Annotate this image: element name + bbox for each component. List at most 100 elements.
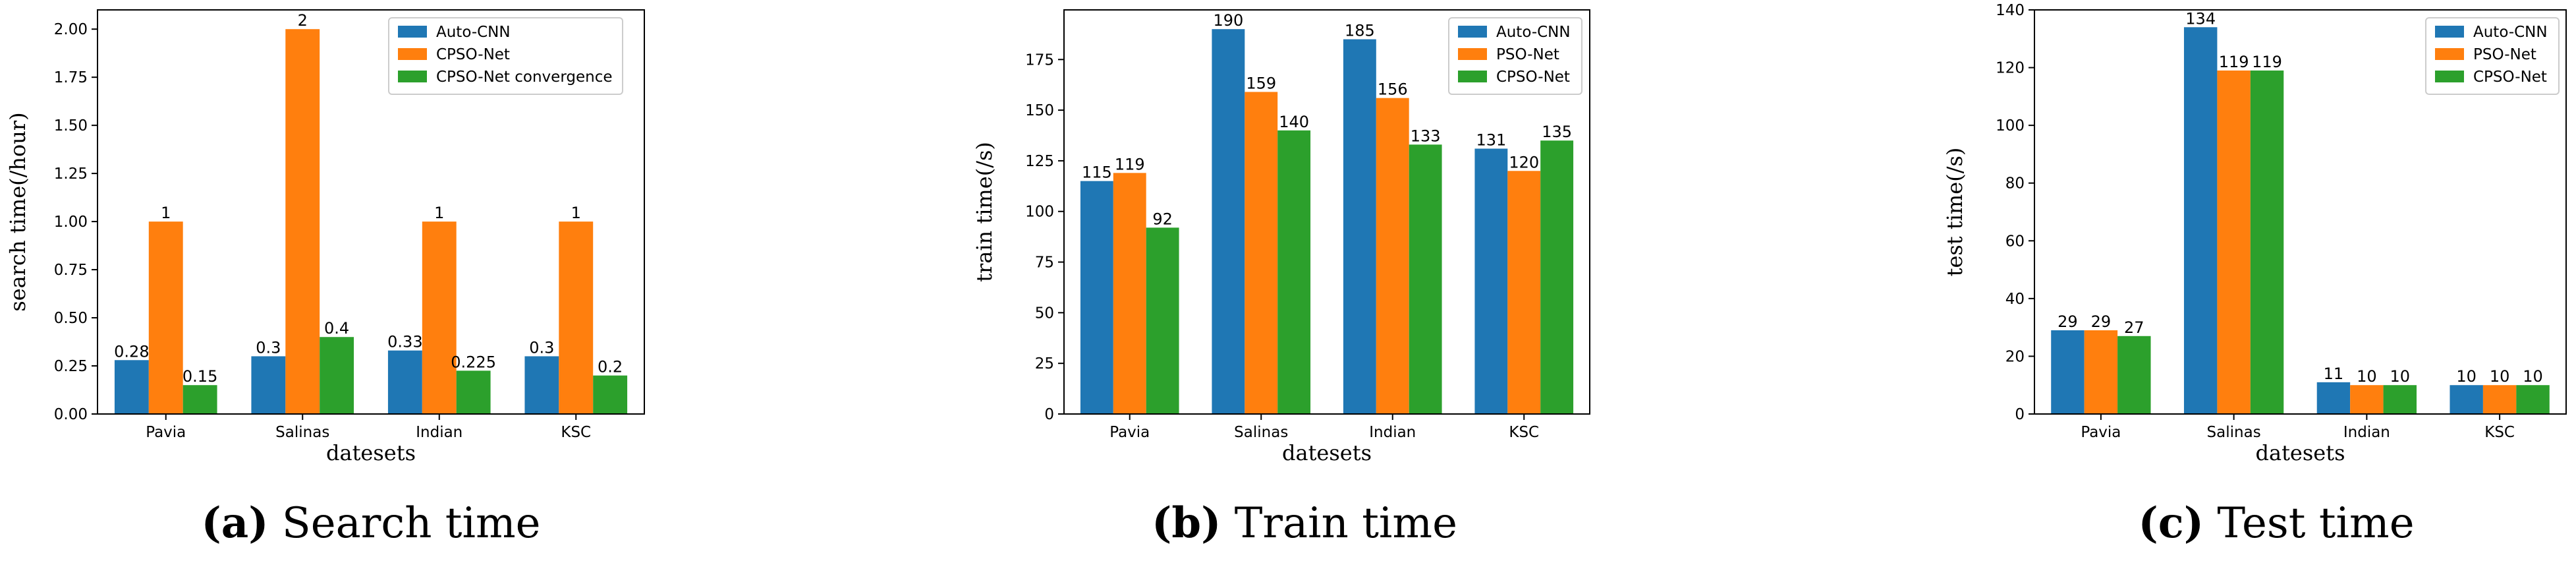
- y-tick-label: 50: [1035, 305, 1054, 322]
- caption-letter: (c): [2138, 498, 2204, 548]
- bar-pso-net-salinas: [1245, 92, 1278, 414]
- bar-cpso-net-salinas: [2250, 70, 2284, 414]
- data-label: 10: [2523, 367, 2543, 386]
- bar-auto-cnn-pavia: [1080, 181, 1113, 414]
- legend-entry: PSO-Net: [2473, 46, 2536, 63]
- legend-swatch: [1458, 26, 1487, 38]
- legend-entry: Auto-CNN: [436, 24, 511, 41]
- legend-swatch: [1458, 71, 1487, 82]
- data-label: 131: [1476, 131, 1506, 149]
- data-label: 10: [2390, 367, 2411, 386]
- y-tick-label: 0.25: [54, 358, 88, 375]
- bar-auto-cnn-ksc: [2450, 385, 2483, 414]
- data-label: 1: [434, 204, 444, 222]
- bar-auto-cnn-indian: [1343, 39, 1376, 415]
- chart-2: 115 190 185 131 119 159 156 120 92 140 133 135 0 25 50…: [972, 9, 1590, 548]
- x-tick-label: KSC: [1509, 424, 1539, 441]
- data-label: 0.33: [387, 333, 422, 351]
- legend-entry: Auto-CNN: [1496, 24, 1571, 41]
- legend: Auto-CNN CPSO-Net CPSO-Net convergence: [388, 17, 623, 95]
- bar-pso-net-indian: [2350, 385, 2384, 414]
- data-label: 10: [2456, 367, 2477, 386]
- x-axis-label: datesets: [2256, 440, 2345, 465]
- caption-text: Test time: [2204, 499, 2415, 548]
- caption-letter: (a): [202, 498, 269, 548]
- data-label: 159: [1246, 74, 1276, 92]
- legend-swatch: [398, 71, 427, 82]
- data-label: 0.225: [451, 353, 496, 371]
- y-tick-label: 0.00: [54, 406, 88, 423]
- bar-auto-cnn-salinas: [251, 356, 286, 414]
- y-tick-label: 120: [1996, 60, 2025, 77]
- bar-auto-cnn-salinas: [1212, 29, 1245, 414]
- x-tick-label: KSC: [2484, 424, 2515, 441]
- data-label: 120: [1509, 153, 1539, 171]
- bar-cpso-net-pavia: [1146, 227, 1179, 414]
- legend-swatch: [2435, 26, 2464, 38]
- y-axis-label: search time(/hour): [5, 112, 30, 311]
- data-label: 135: [1542, 123, 1572, 141]
- caption-letter: (b): [1152, 498, 1221, 548]
- legend-entry: Auto-CNN: [2473, 24, 2548, 41]
- y-tick-label: 1.50: [54, 117, 88, 134]
- data-label: 0.3: [529, 338, 554, 357]
- y-tick-label: 0: [2015, 406, 2025, 423]
- bar-pso-net-ksc: [2482, 385, 2517, 414]
- data-label: 0.3: [256, 338, 281, 357]
- legend-entry: CPSO-Net: [1496, 69, 1570, 86]
- x-tick-label: Indian: [1369, 424, 1416, 441]
- bar-pso-net-salinas: [2217, 70, 2251, 414]
- data-label: 29: [2058, 312, 2078, 331]
- legend-swatch: [2435, 71, 2464, 82]
- data-label: 156: [1378, 80, 1408, 99]
- y-tick-label: 80: [2005, 175, 2025, 192]
- y-tick-label: 1.25: [54, 165, 88, 183]
- legend: Auto-CNN PSO-Net CPSO-Net: [1448, 17, 1582, 95]
- y-tick-label: 150: [1025, 102, 1054, 119]
- caption-text: Train time: [1221, 499, 1457, 548]
- data-label: 27: [2124, 318, 2144, 337]
- data-label: 1: [571, 204, 581, 222]
- x-tick-label: KSC: [561, 424, 591, 441]
- data-label: 2: [298, 11, 308, 30]
- axes-frame: [97, 9, 645, 415]
- y-tick-label: 1.75: [54, 69, 88, 86]
- y-tick-label: 40: [2005, 291, 2025, 308]
- data-label: 133: [1411, 127, 1441, 145]
- x-axis-label: datesets: [326, 440, 416, 465]
- axes-frame: [2034, 9, 2567, 415]
- bar-cpso-net-indian: [422, 221, 457, 414]
- bar-pso-net-ksc: [1507, 171, 1541, 414]
- x-tick-label: Pavia: [1109, 424, 1150, 441]
- y-tick-label: 125: [1025, 153, 1054, 170]
- data-label: 119: [1115, 155, 1145, 173]
- bar-auto-cnn-ksc: [1474, 148, 1508, 415]
- legend-swatch: [1458, 48, 1487, 60]
- y-tick-label: 140: [1996, 2, 2025, 19]
- legend-swatch: [398, 48, 427, 60]
- legend-entry: CPSO-Net: [2473, 69, 2547, 86]
- bar-cpso-net-pavia: [2117, 336, 2151, 414]
- data-label: 10: [2357, 367, 2377, 386]
- caption-text: Search time: [269, 499, 541, 548]
- bar-auto-cnn-indian: [2316, 382, 2351, 414]
- x-tick-label: Indian: [416, 424, 462, 441]
- bar-cpso-net-ksc: [2516, 385, 2550, 414]
- x-tick-label: Pavia: [2081, 424, 2121, 441]
- data-label: 0.4: [324, 319, 349, 338]
- bar-pso-net-pavia: [2084, 330, 2118, 414]
- legend-swatch: [398, 26, 427, 38]
- legend-swatch: [2435, 48, 2464, 60]
- y-tick-label: 75: [1035, 254, 1054, 272]
- y-axis-label: test time(/s): [1942, 148, 1967, 277]
- legend-entry: CPSO-Net: [436, 46, 510, 63]
- y-tick-label: 25: [1035, 355, 1054, 372]
- bar-cpso-net-ksc: [1540, 140, 1574, 414]
- bar-cpso-net-ksc: [559, 221, 594, 414]
- data-label: 115: [1082, 163, 1112, 182]
- x-axis-label: datesets: [1282, 440, 1372, 465]
- caption: (c) Test time: [2138, 498, 2414, 548]
- bar-cpso-net-pavia: [148, 221, 183, 414]
- legend-entry: PSO-Net: [1496, 46, 1559, 63]
